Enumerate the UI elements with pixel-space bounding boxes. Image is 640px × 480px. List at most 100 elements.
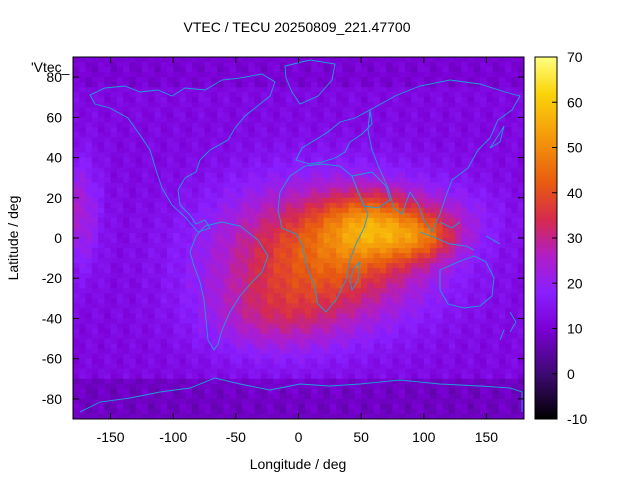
heatmap-cell bbox=[223, 162, 231, 169]
heatmap-cell bbox=[285, 207, 293, 214]
heatmap-cell bbox=[404, 293, 412, 299]
heatmap-cell bbox=[492, 268, 500, 274]
heatmap-cell bbox=[279, 273, 287, 279]
heatmap-cell bbox=[442, 202, 450, 209]
heatmap-cell bbox=[248, 182, 256, 189]
heatmap-cell bbox=[292, 248, 300, 254]
heatmap-cell bbox=[217, 67, 224, 73]
heatmap-cell bbox=[411, 358, 419, 365]
heatmap-cell bbox=[267, 102, 275, 108]
heatmap-cell bbox=[229, 343, 237, 350]
heatmap-cell bbox=[492, 72, 500, 78]
heatmap-cell bbox=[517, 278, 524, 284]
heatmap-cell bbox=[329, 308, 337, 315]
heatmap-cell bbox=[498, 77, 506, 83]
heatmap-cell bbox=[379, 57, 387, 63]
heatmap-cell bbox=[323, 182, 331, 189]
heatmap-cell bbox=[73, 253, 80, 259]
heatmap-cell bbox=[373, 192, 381, 199]
heatmap-cell bbox=[423, 278, 431, 284]
heatmap-cell bbox=[110, 398, 118, 405]
heatmap-cell bbox=[141, 222, 149, 229]
heatmap-cell bbox=[473, 323, 481, 330]
heatmap-cell bbox=[223, 232, 231, 239]
heatmap-cell bbox=[73, 323, 80, 330]
heatmap-cell bbox=[148, 177, 156, 184]
heatmap-cell bbox=[154, 248, 162, 254]
heatmap-cell bbox=[455, 273, 462, 279]
heatmap-cell bbox=[179, 378, 187, 385]
heatmap-cell bbox=[141, 273, 149, 279]
heatmap-cell bbox=[498, 192, 506, 199]
heatmap-cell bbox=[260, 197, 268, 204]
heatmap-cell bbox=[423, 77, 431, 83]
heatmap-cell bbox=[204, 318, 212, 325]
heatmap-cell bbox=[148, 182, 156, 189]
heatmap-cell bbox=[98, 353, 105, 360]
heatmap-cell bbox=[361, 72, 368, 78]
heatmap-cell bbox=[148, 187, 156, 194]
heatmap-cell bbox=[204, 187, 212, 194]
heatmap-cell bbox=[467, 92, 475, 98]
heatmap-cell bbox=[292, 132, 300, 139]
heatmap-cell bbox=[110, 177, 118, 184]
heatmap-cell bbox=[298, 157, 306, 164]
heatmap-cell bbox=[455, 388, 462, 395]
heatmap-cell bbox=[517, 127, 524, 134]
heatmap-cell bbox=[173, 363, 181, 370]
heatmap-cell bbox=[423, 197, 431, 204]
heatmap-cell bbox=[242, 87, 249, 93]
heatmap-cell bbox=[323, 192, 331, 199]
heatmap-cell bbox=[336, 122, 343, 128]
heatmap-cell bbox=[73, 398, 80, 405]
heatmap-cell bbox=[442, 172, 450, 179]
heatmap-cell bbox=[223, 243, 231, 249]
heatmap-cell bbox=[386, 293, 394, 299]
heatmap-cell bbox=[411, 212, 419, 219]
heatmap-cell bbox=[179, 152, 187, 159]
heatmap-cell bbox=[192, 122, 199, 128]
heatmap-cell bbox=[267, 268, 275, 274]
heatmap-cell bbox=[91, 152, 99, 159]
heatmap-cell bbox=[467, 157, 475, 164]
heatmap-cell bbox=[467, 313, 475, 320]
heatmap-cell bbox=[386, 107, 394, 113]
heatmap-cell bbox=[185, 333, 193, 340]
heatmap-cell bbox=[123, 212, 130, 219]
heatmap-cell bbox=[204, 72, 212, 78]
heatmap-cell bbox=[467, 232, 475, 239]
heatmap-cell bbox=[160, 323, 168, 330]
heatmap-cell bbox=[498, 177, 506, 184]
heatmap-cell bbox=[273, 278, 281, 284]
heatmap-cell bbox=[242, 132, 249, 139]
heatmap-cell bbox=[436, 107, 444, 113]
heatmap-cell bbox=[436, 258, 444, 264]
heatmap-cell bbox=[298, 147, 306, 154]
heatmap-cell bbox=[473, 328, 481, 335]
heatmap-cell bbox=[198, 293, 206, 299]
heatmap-cell bbox=[404, 67, 412, 73]
heatmap-cell bbox=[461, 303, 469, 309]
heatmap-cell bbox=[129, 373, 137, 380]
heatmap-cell bbox=[455, 192, 462, 199]
heatmap-cell bbox=[79, 393, 87, 400]
heatmap-cell bbox=[135, 288, 143, 294]
heatmap-cell bbox=[461, 102, 469, 108]
heatmap-cell bbox=[242, 222, 249, 229]
heatmap-cell bbox=[486, 248, 494, 254]
heatmap-cell bbox=[141, 338, 149, 345]
heatmap-cell bbox=[329, 363, 337, 370]
heatmap-cell bbox=[455, 333, 462, 340]
heatmap-cell bbox=[448, 202, 456, 209]
heatmap-cell bbox=[417, 162, 425, 169]
heatmap-cell bbox=[204, 172, 212, 179]
heatmap-cell bbox=[311, 122, 318, 128]
heatmap-cell bbox=[154, 112, 162, 118]
heatmap-cell bbox=[411, 77, 419, 83]
heatmap-cell bbox=[392, 338, 400, 345]
heatmap-cell bbox=[279, 82, 287, 88]
heatmap-cell bbox=[254, 283, 262, 289]
heatmap-cell bbox=[260, 107, 268, 113]
heatmap-cell bbox=[204, 353, 212, 360]
heatmap-cell bbox=[373, 313, 381, 320]
